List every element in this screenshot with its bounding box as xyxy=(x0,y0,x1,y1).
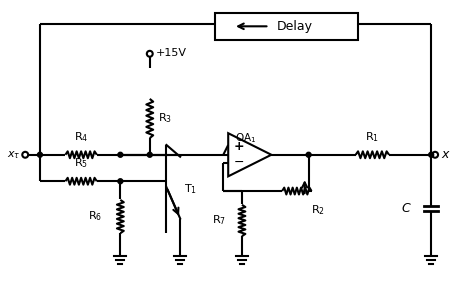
Circle shape xyxy=(118,152,123,157)
Text: R$_3$: R$_3$ xyxy=(157,112,172,125)
Circle shape xyxy=(306,152,311,157)
Text: Delay: Delay xyxy=(276,20,312,33)
Text: R$_7$: R$_7$ xyxy=(212,214,226,227)
Circle shape xyxy=(429,152,434,157)
Text: $x$: $x$ xyxy=(441,148,451,161)
Circle shape xyxy=(147,152,152,157)
Text: R$_4$: R$_4$ xyxy=(74,130,88,144)
Text: $x_\tau$: $x_\tau$ xyxy=(7,149,20,161)
Text: +15V: +15V xyxy=(155,48,187,58)
Text: −: − xyxy=(234,156,245,169)
Text: +: + xyxy=(234,140,245,153)
Circle shape xyxy=(118,179,123,184)
Bar xyxy=(216,13,358,40)
Text: R$_1$: R$_1$ xyxy=(365,130,379,144)
Text: R$_2$: R$_2$ xyxy=(310,203,325,217)
Circle shape xyxy=(37,152,42,157)
Text: $C$: $C$ xyxy=(401,202,411,215)
Text: T$_1$: T$_1$ xyxy=(184,182,197,196)
Text: R$_6$: R$_6$ xyxy=(89,210,103,223)
Text: OA$_1$: OA$_1$ xyxy=(235,131,256,145)
Text: R$_5$: R$_5$ xyxy=(74,157,88,170)
